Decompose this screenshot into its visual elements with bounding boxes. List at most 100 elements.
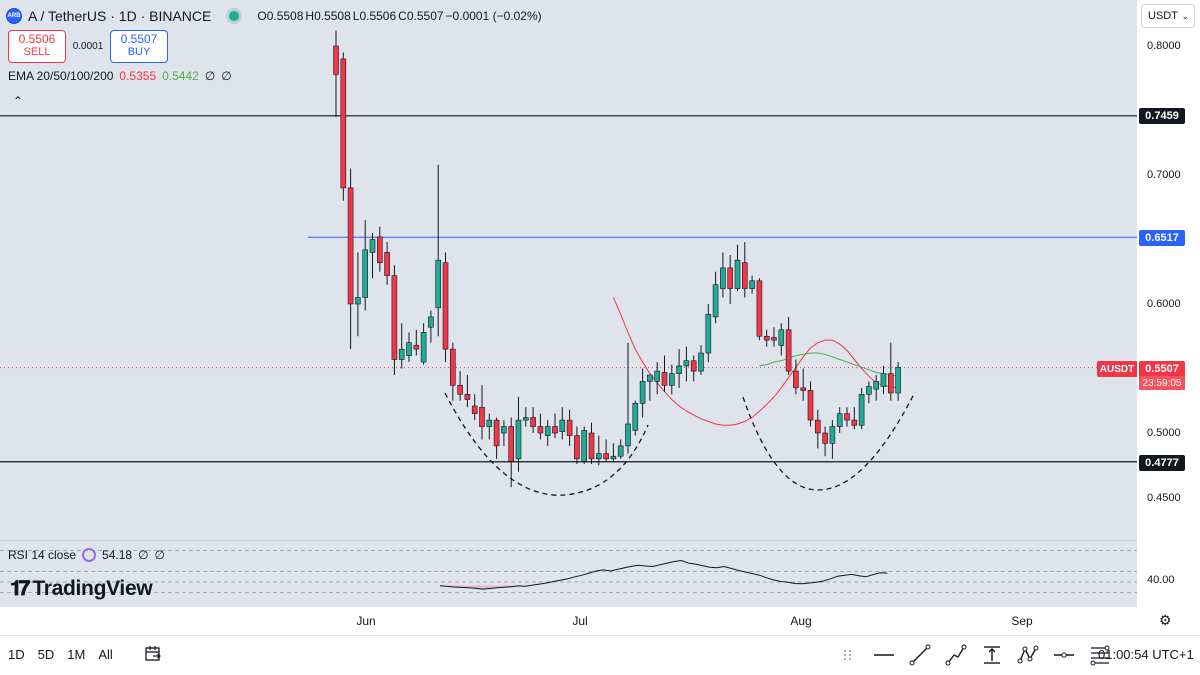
time-label-jun: Jun: [356, 614, 376, 628]
rsi-legend[interactable]: RSI 14 close 54.18 ∅ ∅: [8, 548, 171, 562]
candle: [727, 254, 734, 304]
rsi-chart[interactable]: [0, 541, 1137, 607]
candle: [581, 426, 588, 464]
range-all-button[interactable]: All: [98, 646, 113, 662]
symbol-title[interactable]: A / TetherUS · 1D · BINANCE: [28, 8, 212, 24]
collapse-legend-chevron-up-icon[interactable]: ⌃: [12, 94, 24, 108]
main-chart-pane[interactable]: ARB A / TetherUS · 1D · BINANCE O0.5508 …: [0, 0, 1137, 540]
candle-body: [829, 426, 836, 444]
range-1d-button[interactable]: 1D: [8, 646, 25, 662]
candle-body: [552, 426, 558, 434]
candle-body: [522, 417, 529, 421]
candle-body: [369, 239, 376, 253]
tradingview-logo[interactable]: 𝟏𝟕 TradingView: [10, 577, 153, 601]
fib-retracement-tool-icon[interactable]: [1082, 640, 1118, 670]
candle: [676, 349, 682, 388]
candle-body: [683, 360, 690, 367]
candle-body: [347, 187, 354, 305]
candle-body: [493, 419, 500, 447]
candle-body: [778, 329, 785, 346]
ema-legend[interactable]: EMA 20/50/100/200 0.5355 0.5442 ∅ ∅: [8, 69, 238, 83]
candle-body: [603, 453, 609, 460]
candle: [705, 304, 712, 363]
timezone-clock[interactable]: 01:00:54 UTC+1: [1098, 647, 1194, 662]
price-axis[interactable]: USDT ⌄ 0.8000 0.7000 0.6000 0.5000 0.450…: [1137, 0, 1200, 635]
candle: [610, 443, 617, 463]
candle: [800, 368, 807, 401]
candle: [566, 409, 573, 446]
candle: [369, 233, 376, 279]
candle: [639, 368, 646, 418]
ohlc-high: H0.5508: [305, 9, 351, 23]
candle-body: [734, 259, 741, 289]
trade-buttons: 0.5506 SELL 0.0001 0.5507 BUY: [8, 29, 168, 63]
candle-body: [741, 262, 748, 289]
price-range-tool-icon[interactable]: [974, 640, 1010, 670]
candle: [522, 407, 529, 427]
level-price-tag-low[interactable]: 0.4777: [1139, 455, 1185, 471]
candle: [873, 374, 880, 401]
trend-line-tool-icon[interactable]: [902, 640, 938, 670]
candle: [530, 407, 536, 433]
ohlc-low: L0.5506: [352, 9, 397, 23]
candle: [858, 387, 865, 430]
horizontal-line-tool-icon[interactable]: [866, 640, 902, 670]
candle: [749, 275, 755, 294]
rsi-ma-value: ∅: [138, 548, 149, 562]
ohlc-open: O0.5508: [257, 9, 304, 23]
candle: [544, 420, 551, 446]
rsi-pane[interactable]: [0, 541, 1137, 607]
go-to-date-calendar-icon[interactable]: [144, 645, 162, 663]
candle-body: [464, 393, 471, 400]
tradingview-wordmark: TradingView: [32, 577, 153, 600]
candle: [771, 327, 777, 347]
candle: [712, 271, 719, 324]
candle-body: [340, 58, 347, 189]
candle: [683, 346, 690, 382]
candle: [559, 407, 566, 440]
time-axis[interactable]: Jun Jul Aug Sep: [0, 607, 1137, 635]
candle: [347, 168, 354, 350]
candle: [654, 362, 661, 395]
candle-body: [807, 390, 814, 421]
candle: [822, 426, 828, 457]
buy-button[interactable]: 0.5507 BUY: [110, 29, 168, 63]
candle-body: [785, 329, 792, 372]
time-label-jul: Jul: [572, 614, 588, 628]
candle: [398, 323, 405, 369]
currency-select[interactable]: USDT ⌄: [1141, 4, 1195, 28]
candle-body: [632, 403, 639, 431]
candle-body: [355, 297, 361, 305]
price-label: 0.5000: [1147, 427, 1181, 439]
symbol-price-tag: AUSDT: [1097, 361, 1137, 377]
sell-button[interactable]: 0.5506 SELL: [8, 29, 66, 63]
candle: [471, 394, 478, 421]
candle: [734, 244, 741, 292]
horizontal-ray-tool-icon[interactable]: [1046, 640, 1082, 670]
ema100-value: ∅: [204, 69, 216, 83]
level-price-tag-mid[interactable]: 0.6517: [1139, 230, 1185, 246]
candle: [836, 407, 843, 433]
candle: [632, 400, 639, 436]
candle-body: [595, 453, 602, 460]
level-price-tag-high[interactable]: 0.7459: [1139, 108, 1185, 124]
range-1m-button[interactable]: 1M: [67, 646, 86, 662]
pattern-tool-icon[interactable]: [1010, 640, 1046, 670]
candle-body: [391, 275, 398, 360]
buy-label: BUY: [127, 46, 151, 58]
candle-body: [398, 348, 405, 360]
candle-body: [866, 386, 872, 395]
candle: [449, 342, 456, 401]
rsi-line: [439, 559, 888, 590]
ema-label: EMA 20/50/100/200: [8, 69, 114, 83]
candle-body: [435, 259, 442, 309]
range-5d-button[interactable]: 5D: [37, 646, 55, 662]
drag-handle-icon[interactable]: [830, 640, 866, 670]
candle-body: [559, 419, 566, 433]
pane-divider[interactable]: [0, 540, 1200, 541]
sell-price: 0.5506: [18, 32, 56, 46]
candle: [457, 371, 463, 401]
settings-gear-icon[interactable]: ⚙: [1159, 612, 1172, 628]
candlestick-chart[interactable]: [0, 0, 1137, 540]
path-tool-icon[interactable]: [938, 640, 974, 670]
